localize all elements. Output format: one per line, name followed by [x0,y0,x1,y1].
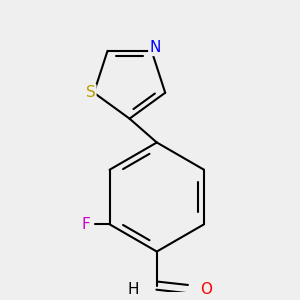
Text: N: N [149,40,161,55]
Text: O: O [200,281,212,296]
Text: S: S [85,85,95,100]
Text: F: F [81,217,90,232]
Text: H: H [127,281,139,296]
